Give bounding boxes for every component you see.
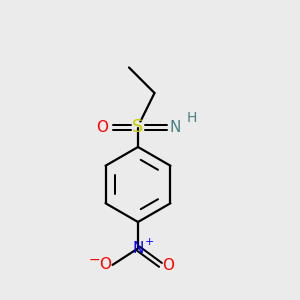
Text: N: N — [170, 120, 181, 135]
Text: S: S — [132, 118, 144, 136]
Text: +: + — [145, 237, 154, 247]
Text: O: O — [96, 120, 108, 135]
Text: H: H — [187, 111, 197, 125]
Text: N: N — [132, 241, 144, 256]
Text: O: O — [99, 257, 111, 272]
Text: O: O — [162, 258, 174, 273]
Text: −: − — [88, 253, 100, 266]
